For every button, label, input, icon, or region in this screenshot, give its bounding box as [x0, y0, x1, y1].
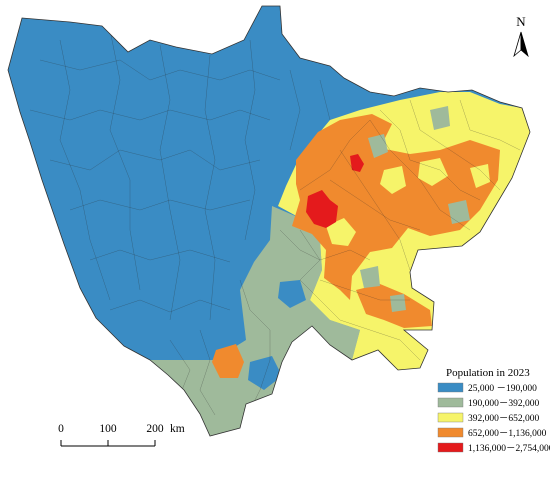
class-3-pocket [326, 218, 356, 246]
scale-unit: km [170, 423, 185, 435]
class-1-pocket [248, 356, 282, 390]
district-boundaries [29, 29, 521, 416]
legend: Population in 2023 25,000 －190,000 190,0… [437, 367, 550, 454]
legend-label-5: 1,136,000－2,754,000 [468, 444, 550, 454]
legend-title: Population in 2023 [446, 367, 530, 379]
class-2-region [150, 206, 360, 436]
legend-swatch-5 [437, 442, 464, 453]
north-arrow-label: N [516, 14, 526, 29]
class-2-pocket [368, 134, 388, 158]
class-1-pocket [278, 280, 306, 308]
legend-label-3: 392,000－652,000 [468, 414, 540, 424]
north-arrow-left-half [513, 31, 522, 58]
class-4-region-southwest [212, 344, 244, 378]
class-4-region [292, 114, 500, 300]
scale-tick-200: 200 [146, 423, 164, 435]
province-outline [7, 5, 531, 437]
legend-swatch-4 [437, 427, 464, 438]
class-5-region-north [350, 154, 364, 172]
legend-label-2: 190,000－392,000 [468, 399, 540, 409]
class-2-pocket [390, 294, 406, 312]
scale-tick-0: 0 [58, 423, 64, 435]
class-2-pocket [360, 266, 380, 288]
legend-swatch-1 [437, 382, 464, 393]
class-3-pocket [380, 166, 406, 194]
class-3-pocket [470, 164, 490, 188]
legend-label-4: 652,000－1,136,000 [468, 429, 547, 439]
scale-tick-100: 100 [99, 423, 117, 435]
class-2-pocket [430, 106, 450, 130]
legend-swatch-2 [437, 397, 464, 408]
legend-swatch-3 [437, 412, 464, 423]
north-arrow: N [513, 14, 529, 58]
north-arrow-right-half [520, 31, 529, 58]
class-2-pocket [448, 200, 470, 224]
legend-label-1: 25,000 －190,000 [468, 384, 537, 394]
class-5-region-core [306, 190, 338, 228]
scale-bar: 0 100 200 km [58, 423, 185, 447]
